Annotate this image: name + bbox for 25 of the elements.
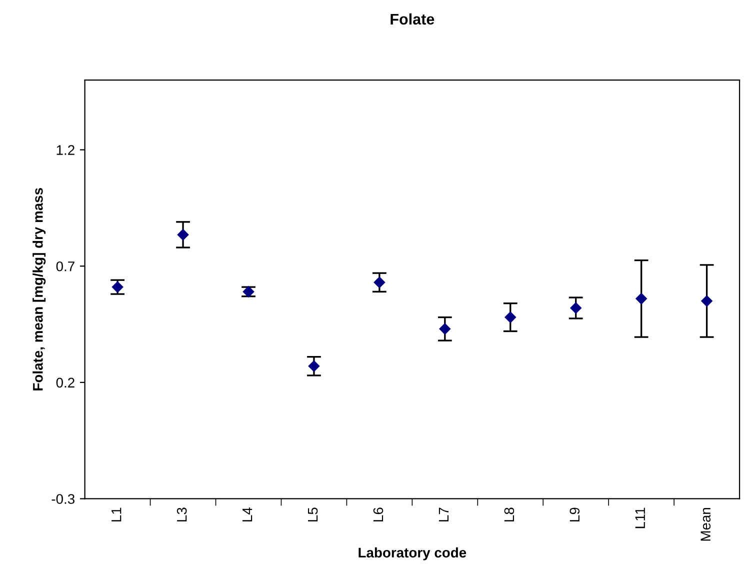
x-tick-label: L1 [112,508,122,522]
x-tick-label: L9 [570,508,580,522]
point [177,229,189,240]
x-tick-label: L11 [635,508,645,528]
y-tick-label: -0.3 [52,494,74,504]
point [308,360,320,372]
point [439,323,451,335]
y-tick-label: 1.2 [56,145,74,155]
y-tick-label: 0.2 [56,378,74,388]
x-tick-label: L6 [373,508,384,522]
y-axis-title: Folate, mean [mg/kg] dry mass [32,188,46,390]
x-tick-label: L3 [176,508,187,522]
x-tick-label: L4 [242,507,252,522]
chart-title: Folate [390,13,434,25]
point [504,312,516,323]
point [701,295,712,307]
x-axis-title: Laboratory code [358,547,466,560]
y-tick-label: 0.7 [56,261,74,272]
x-tick-label: L7 [438,508,449,522]
x-tick-label: L8 [504,508,514,522]
x-tick-label: L5 [308,508,318,522]
point [636,293,647,304]
point [374,276,386,288]
x-tick-label: Mean [700,508,711,541]
point [570,302,582,314]
